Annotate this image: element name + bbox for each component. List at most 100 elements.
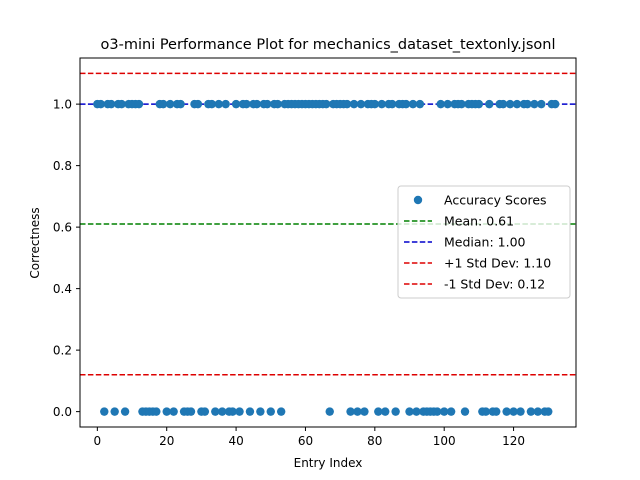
data-point <box>516 407 525 416</box>
data-point <box>134 99 144 109</box>
data-point <box>405 407 414 416</box>
data-point <box>381 407 390 416</box>
y-axis-label: Correctness <box>28 207 42 278</box>
data-point <box>433 407 442 416</box>
data-point <box>263 99 272 109</box>
data-point <box>533 407 543 416</box>
legend-label: Accuracy Scores <box>444 193 547 208</box>
y-tick-label: 0.4 <box>53 282 72 296</box>
data-point <box>374 407 383 416</box>
data-point <box>252 99 262 109</box>
legend-label: -1 Std Dev: 0.12 <box>444 277 545 292</box>
data-point <box>474 99 484 109</box>
data-point <box>443 99 452 109</box>
data-point <box>377 99 386 109</box>
data-point <box>439 407 449 416</box>
data-point <box>159 99 168 109</box>
legend-label: Median: 1.00 <box>444 235 526 250</box>
data-point <box>498 99 508 109</box>
data-point <box>537 99 546 109</box>
data-point <box>110 407 119 416</box>
data-point <box>415 99 425 109</box>
data-point <box>360 407 369 416</box>
data-point <box>387 99 397 109</box>
x-tick-label: 0 <box>94 434 102 448</box>
data-point <box>273 99 282 109</box>
data-point <box>349 99 359 109</box>
data-point <box>412 407 421 416</box>
y-tick-label: 1.0 <box>53 98 72 112</box>
data-point <box>356 99 366 109</box>
legend-label: +1 Std Dev: 1.10 <box>444 256 551 271</box>
data-point <box>485 99 494 109</box>
data-point <box>186 407 196 416</box>
data-point <box>276 407 286 416</box>
data-point <box>505 99 515 109</box>
x-tick-label: 20 <box>159 434 174 448</box>
data-point <box>117 99 126 109</box>
data-point <box>550 99 560 109</box>
data-point <box>492 407 501 416</box>
legend-box <box>397 185 571 299</box>
x-tick-label: 120 <box>502 434 525 448</box>
y-tick-label: 0.2 <box>53 344 72 358</box>
data-point <box>200 407 210 416</box>
data-point <box>523 99 532 109</box>
data-point <box>512 99 522 109</box>
data-point <box>391 407 400 416</box>
data-point <box>235 407 244 416</box>
data-point <box>526 407 536 416</box>
data-point <box>176 99 185 109</box>
data-point <box>370 99 380 109</box>
data-point <box>242 99 251 109</box>
data-point <box>221 99 230 109</box>
x-tick-label: 80 <box>367 434 382 448</box>
x-tick-label: 100 <box>433 434 456 448</box>
data-point <box>193 99 203 109</box>
data-point <box>460 407 470 416</box>
y-tick-label: 0.6 <box>53 221 72 235</box>
data-point <box>245 407 255 416</box>
data-point <box>408 99 418 109</box>
x-tick-label: 60 <box>298 434 313 448</box>
data-point <box>322 99 331 109</box>
data-point <box>207 99 217 109</box>
data-point <box>346 407 355 416</box>
data-point <box>446 407 456 416</box>
data-point <box>214 99 223 109</box>
data-point <box>325 407 334 416</box>
data-point <box>544 407 553 416</box>
data-point <box>502 407 511 416</box>
data-point <box>100 407 109 416</box>
data-point <box>266 407 275 416</box>
data-point <box>353 407 362 416</box>
plot-frame <box>79 57 577 428</box>
data-point <box>107 99 116 109</box>
chart-title: o3-mini Performance Plot for mechanics_d… <box>101 37 556 53</box>
data-point <box>481 407 491 416</box>
data-point <box>152 407 161 416</box>
y-tick-label: 0.0 <box>53 405 72 419</box>
data-point <box>211 407 220 416</box>
y-tick-label: 0.8 <box>53 159 72 173</box>
data-point <box>457 99 466 109</box>
legend-label: Mean: 0.61 <box>444 214 514 229</box>
data-point <box>96 99 106 109</box>
data-point <box>120 407 130 416</box>
x-axis-label: Entry Index <box>294 456 363 470</box>
legend: Accuracy Scores Mean: 0.61 Median: 1.00 +1 … <box>397 185 571 299</box>
legend-marker <box>413 195 423 205</box>
y-axis-ticks: 0.0 0.2 0.4 0.6 0.8 1.0 <box>53 98 80 419</box>
data-point <box>169 407 178 416</box>
x-tick-label: 40 <box>228 434 243 448</box>
data-point <box>436 99 445 109</box>
x-axis-ticks: 0 20 40 60 80 100 120 <box>94 427 525 448</box>
data-point <box>165 99 175 109</box>
data-point <box>342 99 352 109</box>
data-point <box>231 99 241 109</box>
data-point <box>162 407 171 416</box>
data-point <box>256 407 265 416</box>
data-point <box>228 407 237 416</box>
data-points <box>93 99 560 416</box>
